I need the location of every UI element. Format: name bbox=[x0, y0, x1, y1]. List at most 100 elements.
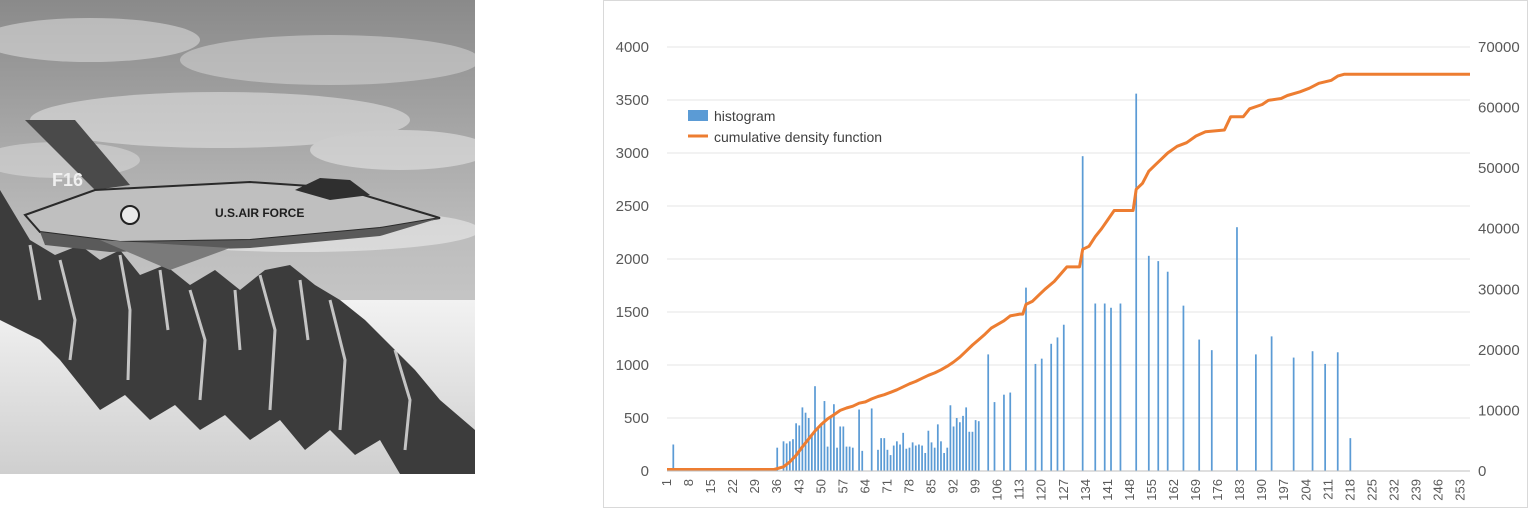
histogram-bar bbox=[826, 446, 829, 471]
y-right-tick-label: 50000 bbox=[1478, 160, 1520, 177]
histogram-bar bbox=[1110, 307, 1112, 471]
chart-panel: 0 500 1000 1500 2000 2500 3000 3500 4000 0 10000 2… bbox=[603, 0, 1528, 508]
histogram-bar bbox=[845, 446, 848, 471]
y-right-tick-label: 20000 bbox=[1478, 342, 1520, 359]
y-left-tick-label: 0 bbox=[641, 463, 649, 480]
x-tick-label: 246 bbox=[1431, 479, 1446, 501]
aircraft-photo: F16 U.S.AIR FORCE bbox=[0, 0, 475, 474]
histogram-bar bbox=[776, 447, 779, 471]
histogram-bar bbox=[1094, 303, 1097, 471]
histogram-bar bbox=[1034, 363, 1037, 471]
x-tick-label: 99 bbox=[968, 479, 983, 493]
x-tick-label: 253 bbox=[1453, 479, 1468, 501]
x-tick-label: 204 bbox=[1298, 479, 1313, 501]
x-tick-label: 1 bbox=[659, 479, 674, 486]
y-left-tick-label: 4000 bbox=[616, 39, 649, 56]
x-tick-label: 211 bbox=[1320, 479, 1335, 500]
x-tick-label: 162 bbox=[1166, 479, 1181, 501]
y-right-tick-label: 40000 bbox=[1478, 221, 1520, 238]
histogram-bar bbox=[1003, 394, 1005, 471]
histogram-bar bbox=[820, 425, 823, 471]
histogram-bar bbox=[889, 455, 892, 471]
histogram-bar bbox=[1311, 351, 1314, 471]
histogram-bar bbox=[987, 354, 990, 471]
legend-swatch-histogram bbox=[688, 110, 708, 121]
x-tick-label: 8 bbox=[681, 479, 696, 486]
histogram-bar bbox=[914, 445, 917, 471]
x-tick-label: 176 bbox=[1210, 479, 1225, 501]
histogram-bar bbox=[807, 418, 810, 471]
histogram-bar bbox=[924, 452, 927, 471]
histogram-bar bbox=[1050, 343, 1053, 471]
y-right-tick-label: 60000 bbox=[1478, 100, 1520, 117]
y-right-tick-label: 30000 bbox=[1478, 281, 1520, 298]
histogram-bar bbox=[848, 446, 851, 471]
histogram-bar bbox=[1135, 93, 1138, 471]
histogram-bar bbox=[886, 449, 889, 471]
x-tick-label: 197 bbox=[1276, 479, 1291, 501]
histogram-bar bbox=[908, 447, 911, 471]
histogram-bar bbox=[949, 405, 952, 471]
histogram-bar bbox=[905, 448, 908, 471]
x-tick-label: 183 bbox=[1232, 479, 1247, 501]
y-right-tick-label: 10000 bbox=[1478, 402, 1520, 419]
x-tick-label: 57 bbox=[835, 479, 850, 493]
histogram-bar bbox=[974, 420, 977, 471]
y-left-tick-label: 3500 bbox=[616, 92, 649, 109]
histogram-bar bbox=[880, 438, 882, 471]
histogram-bar bbox=[833, 404, 835, 471]
histogram-bar bbox=[921, 445, 923, 471]
histogram-bar bbox=[955, 418, 958, 471]
histogram-bar bbox=[1198, 339, 1201, 471]
histogram-bar bbox=[817, 426, 820, 471]
x-tick-label: 127 bbox=[1056, 479, 1071, 501]
histogram-bar bbox=[1119, 303, 1122, 471]
histogram-bar bbox=[861, 450, 864, 471]
histogram-bar bbox=[795, 423, 797, 471]
histogram-bar bbox=[785, 443, 788, 471]
histogram-bar bbox=[1166, 271, 1169, 471]
y-left-tick-label: 500 bbox=[624, 410, 649, 427]
histogram-bar bbox=[952, 426, 955, 471]
y-left-tick-label: 1000 bbox=[616, 357, 649, 374]
aircraft-wing bbox=[100, 240, 230, 270]
histogram-bars bbox=[672, 93, 1352, 471]
histogram-bar bbox=[1056, 337, 1059, 471]
histogram-bar bbox=[851, 447, 854, 471]
x-tick-label: 218 bbox=[1342, 479, 1357, 501]
histogram-bar bbox=[801, 407, 804, 471]
histogram-bar bbox=[899, 444, 901, 471]
histogram-bar bbox=[814, 386, 816, 471]
x-tick-label: 120 bbox=[1034, 479, 1049, 501]
histogram-bar bbox=[788, 441, 791, 471]
histogram-bar bbox=[962, 415, 964, 471]
histogram-bar bbox=[958, 422, 961, 471]
y-right-tick-label: 0 bbox=[1478, 463, 1486, 480]
x-tick-label: 29 bbox=[747, 479, 762, 493]
histogram-bar bbox=[930, 442, 933, 471]
histogram-bar bbox=[918, 444, 920, 471]
x-tick-label: 148 bbox=[1122, 479, 1137, 501]
histogram-bar bbox=[1270, 336, 1273, 471]
y-left-tick-label: 3000 bbox=[616, 145, 649, 162]
histogram-bar bbox=[672, 444, 675, 471]
x-tick-label: 190 bbox=[1254, 479, 1269, 501]
x-tick-label: 232 bbox=[1386, 479, 1401, 501]
histogram-bar bbox=[1040, 358, 1043, 471]
histogram-bar bbox=[829, 418, 832, 471]
histogram-bar bbox=[1336, 352, 1339, 471]
mountain-snow-streaks bbox=[28, 244, 412, 451]
x-tick-label: 134 bbox=[1078, 479, 1093, 501]
x-tick-label: 64 bbox=[857, 479, 872, 493]
f16-aircraft: F16 U.S.AIR FORCE bbox=[23, 120, 441, 270]
x-tick-label: 50 bbox=[813, 479, 828, 493]
histogram-bar bbox=[1292, 357, 1295, 471]
x-tick-label: 239 bbox=[1408, 479, 1423, 501]
x-tick-label: 78 bbox=[901, 479, 916, 493]
aircraft-canopy bbox=[295, 178, 370, 200]
histogram-bar bbox=[896, 441, 898, 471]
histogram-bar bbox=[1062, 324, 1065, 471]
x-tick-label: 106 bbox=[990, 479, 1005, 501]
grid-lines bbox=[667, 46, 1470, 472]
x-tick-label: 169 bbox=[1188, 479, 1203, 501]
